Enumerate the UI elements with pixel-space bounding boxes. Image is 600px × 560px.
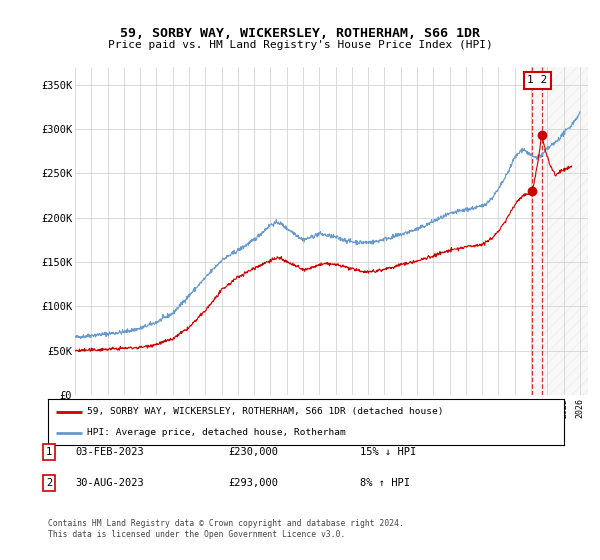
Text: Price paid vs. HM Land Registry's House Price Index (HPI): Price paid vs. HM Land Registry's House … <box>107 40 493 50</box>
Text: 30-AUG-2023: 30-AUG-2023 <box>75 478 144 488</box>
Text: 8% ↑ HPI: 8% ↑ HPI <box>360 478 410 488</box>
Text: £293,000: £293,000 <box>228 478 278 488</box>
Text: 1: 1 <box>46 447 52 457</box>
Text: HPI: Average price, detached house, Rotherham: HPI: Average price, detached house, Roth… <box>86 428 346 437</box>
Text: 59, SORBY WAY, WICKERSLEY, ROTHERHAM, S66 1DR (detached house): 59, SORBY WAY, WICKERSLEY, ROTHERHAM, S6… <box>86 407 443 416</box>
Text: 15% ↓ HPI: 15% ↓ HPI <box>360 447 416 457</box>
Text: Contains HM Land Registry data © Crown copyright and database right 2024.
This d: Contains HM Land Registry data © Crown c… <box>48 519 404 539</box>
Text: 03-FEB-2023: 03-FEB-2023 <box>75 447 144 457</box>
Text: 59, SORBY WAY, WICKERSLEY, ROTHERHAM, S66 1DR: 59, SORBY WAY, WICKERSLEY, ROTHERHAM, S6… <box>120 27 480 40</box>
Bar <box>532 67 588 395</box>
Text: £230,000: £230,000 <box>228 447 278 457</box>
Text: 2: 2 <box>46 478 52 488</box>
Text: 1 2: 1 2 <box>527 76 548 86</box>
